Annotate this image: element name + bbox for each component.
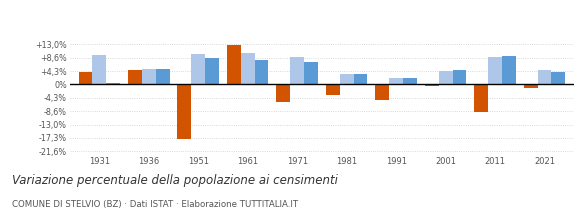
Bar — [425, 84, 438, 86]
Bar — [177, 84, 191, 139]
Legend: Stelvio, Provincia di BZ, Trentino-AA: Stelvio, Provincia di BZ, Trentino-AA — [198, 0, 445, 4]
Bar — [326, 84, 340, 95]
Bar — [255, 60, 269, 84]
Text: Variazione percentuale della popolazione ai censimenti: Variazione percentuale della popolazione… — [12, 174, 338, 187]
Bar — [452, 70, 466, 84]
Bar — [290, 57, 304, 84]
Bar — [474, 84, 488, 112]
Bar — [438, 71, 452, 84]
Bar — [403, 78, 417, 84]
Bar — [142, 69, 155, 84]
Bar — [389, 78, 403, 84]
Bar — [277, 84, 290, 102]
Bar — [92, 55, 106, 84]
Bar — [502, 56, 516, 84]
Bar — [552, 72, 565, 84]
Bar — [227, 44, 241, 84]
Bar — [354, 74, 367, 84]
Bar — [78, 72, 92, 84]
Bar — [106, 83, 120, 84]
Bar — [304, 62, 318, 84]
Bar — [191, 53, 205, 84]
Text: COMUNE DI STELVIO (BZ) · Dati ISTAT · Elaborazione TUTTITALIA.IT: COMUNE DI STELVIO (BZ) · Dati ISTAT · El… — [12, 200, 298, 209]
Bar — [155, 69, 169, 84]
Bar — [128, 70, 142, 84]
Bar — [538, 70, 552, 84]
Bar — [205, 58, 219, 84]
Bar — [375, 84, 389, 100]
Bar — [340, 74, 354, 84]
Bar — [241, 53, 255, 84]
Bar — [488, 57, 502, 84]
Bar — [524, 84, 538, 88]
